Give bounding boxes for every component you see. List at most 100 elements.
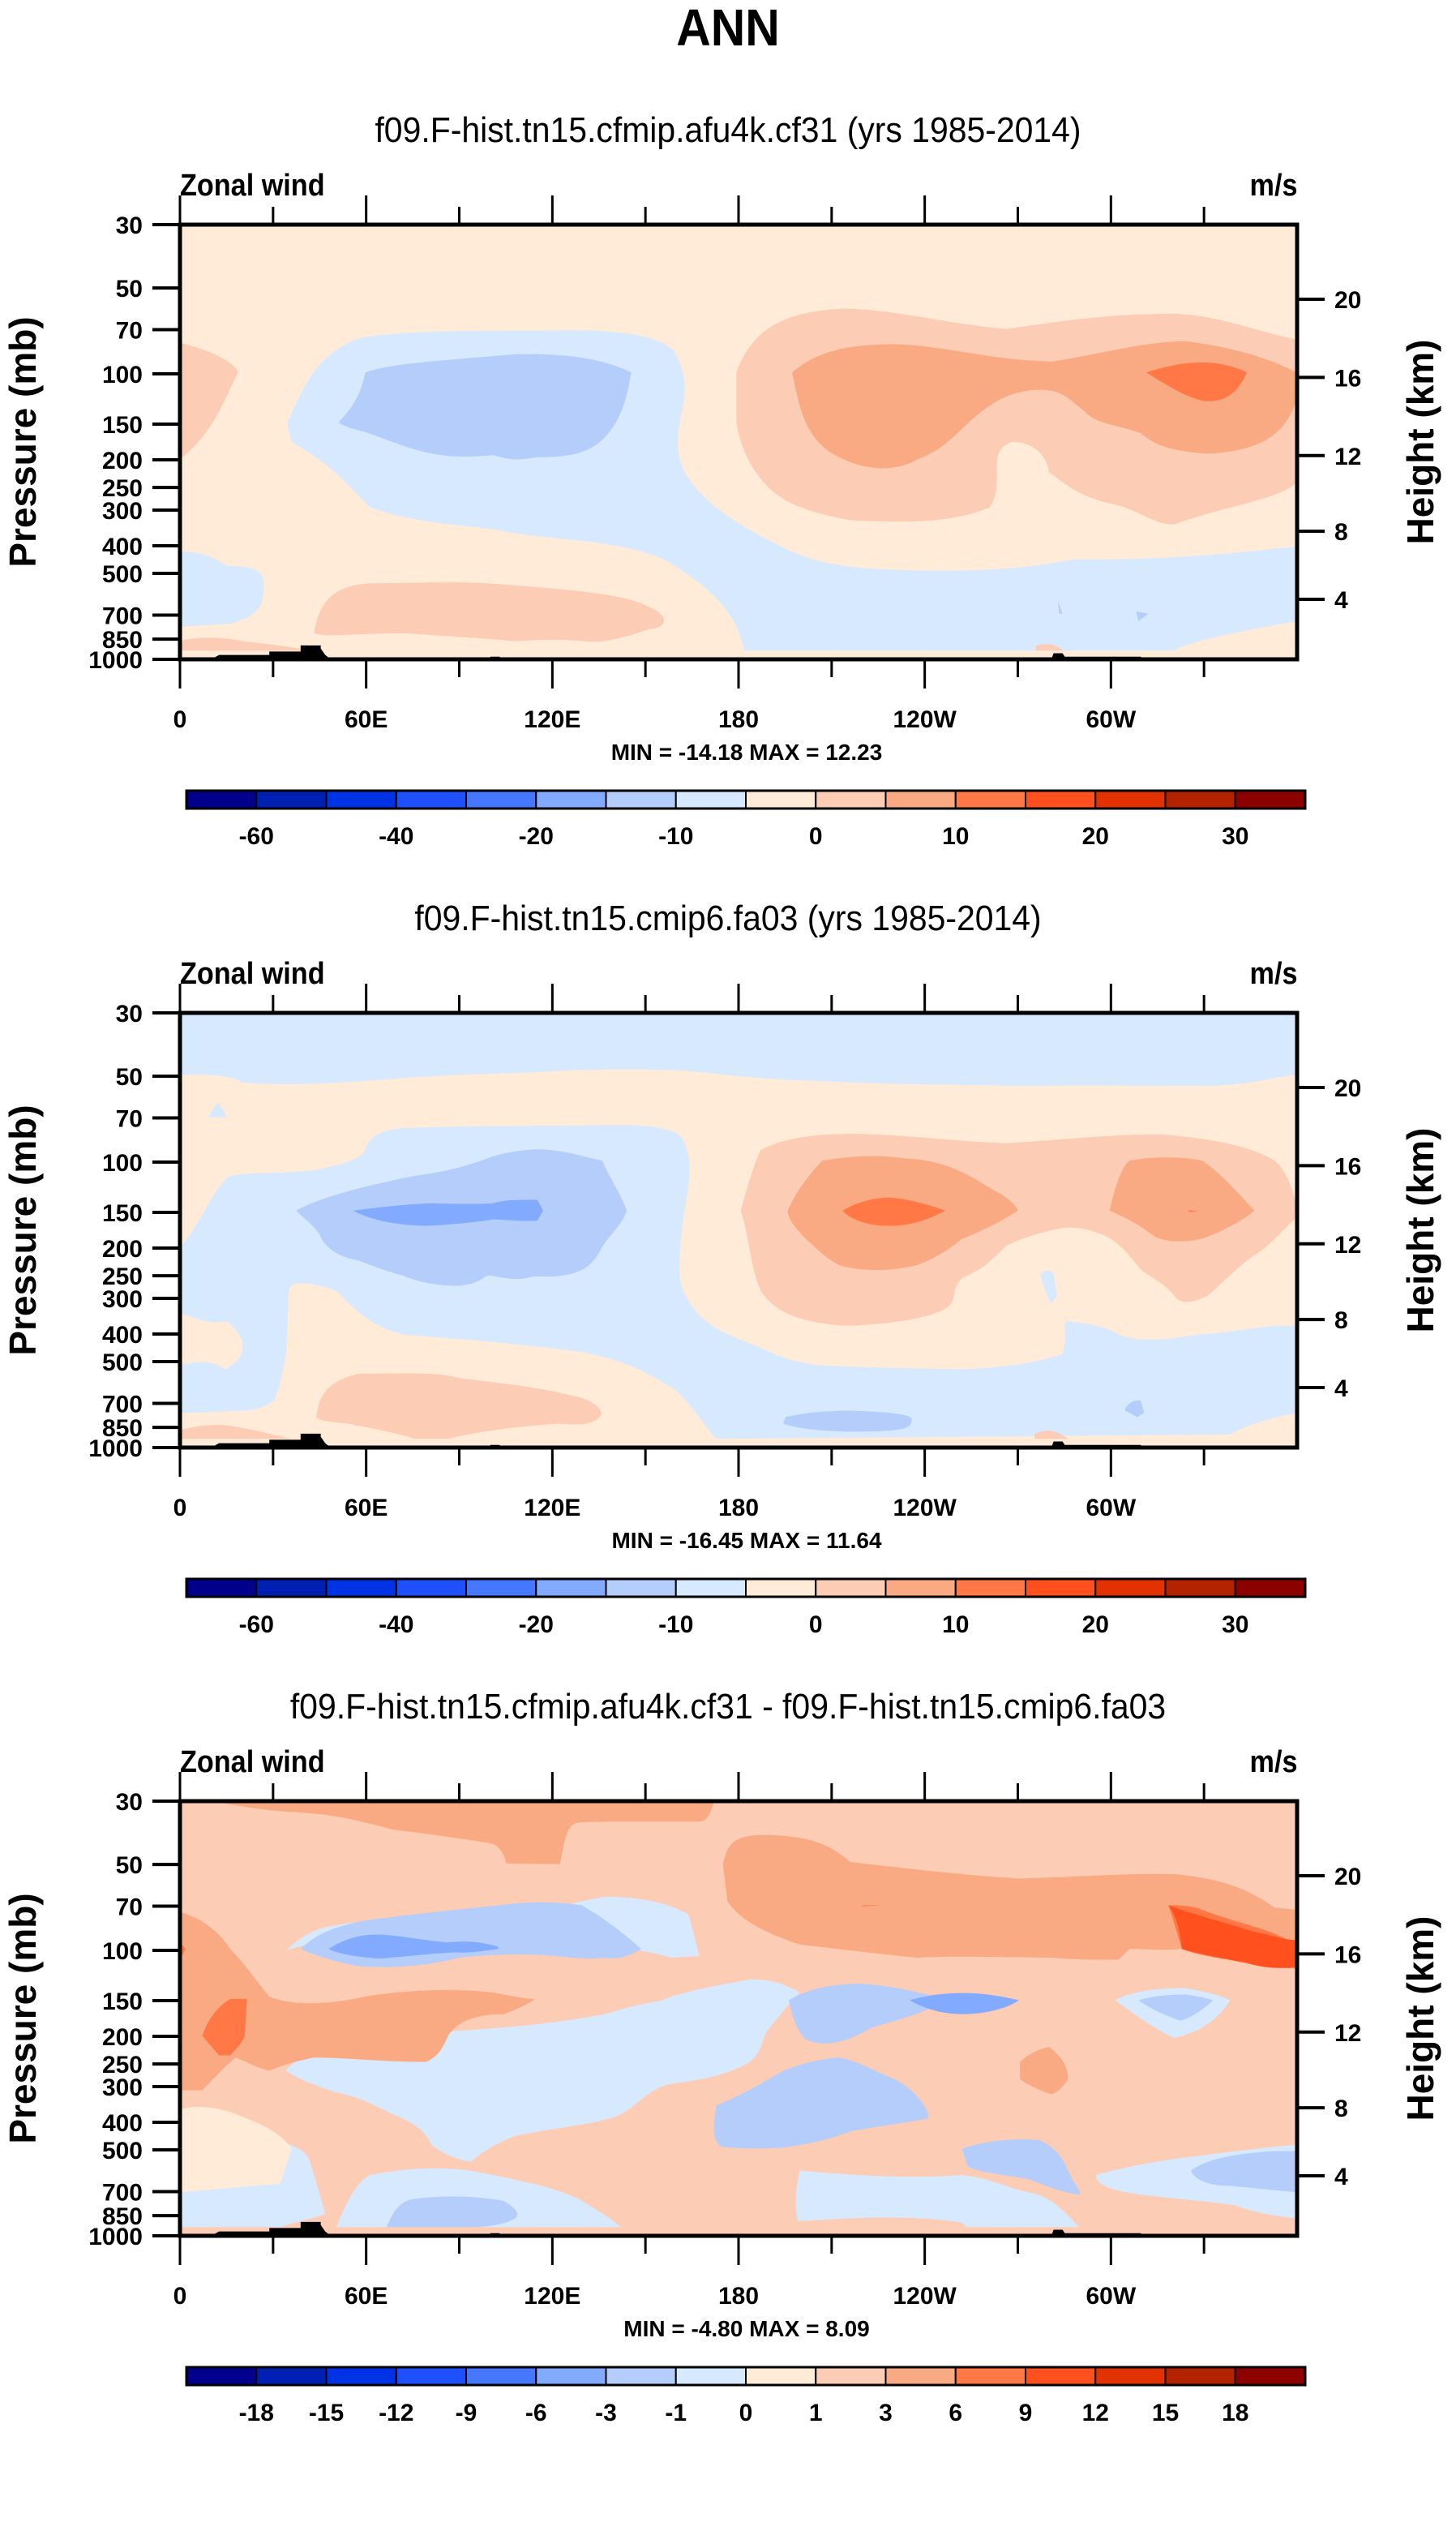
x-tick-label: 120E bbox=[524, 2283, 580, 2310]
colorbar-box bbox=[954, 2366, 1026, 2386]
colorbar-label: 10 bbox=[942, 823, 969, 850]
contour-region bbox=[213, 1801, 714, 1864]
colorbar-label: -18 bbox=[239, 2400, 274, 2426]
colorbar-box bbox=[674, 790, 747, 809]
contour-region bbox=[861, 1905, 884, 1907]
y-tick-label: 700 bbox=[102, 603, 143, 629]
y-tick-label: 300 bbox=[102, 498, 143, 525]
y-tick-label: 1000 bbox=[88, 2224, 143, 2250]
colorbar-box bbox=[325, 1578, 397, 1598]
colorbar-label: 15 bbox=[1152, 2400, 1179, 2426]
x-tick-label: 120E bbox=[524, 706, 580, 733]
contour-field bbox=[180, 1013, 1297, 1448]
colorbar-label: -10 bbox=[658, 1611, 693, 1638]
colorbar-box bbox=[1025, 1578, 1097, 1598]
contour-region bbox=[1040, 1270, 1057, 1305]
y-tick-label: 500 bbox=[102, 1349, 143, 1376]
colorbar-box bbox=[1234, 1578, 1306, 1598]
contour-field bbox=[180, 225, 1298, 659]
contour-region bbox=[1124, 1400, 1145, 1418]
colorbar-box bbox=[255, 2366, 328, 2386]
contour-region bbox=[180, 1911, 536, 2091]
height-tick-label: 4 bbox=[1334, 1375, 1348, 1402]
colorbar-box bbox=[884, 1578, 957, 1598]
contour-region bbox=[1034, 1431, 1068, 1439]
y-tick-label: 70 bbox=[116, 1894, 143, 1921]
height-tick-label: 4 bbox=[1334, 2164, 1348, 2190]
contour-region bbox=[208, 1101, 227, 1118]
x-tick-label: 180 bbox=[718, 2283, 759, 2310]
topography-africa bbox=[211, 1433, 332, 1448]
colorbar-box bbox=[1234, 790, 1306, 809]
height-tick-label: 8 bbox=[1334, 2096, 1348, 2122]
contour-region bbox=[1136, 611, 1149, 621]
contour-region bbox=[842, 1197, 945, 1226]
colorbar-label: 0 bbox=[809, 1611, 823, 1638]
colorbar-box bbox=[465, 790, 537, 809]
contour-region bbox=[795, 2170, 1080, 2228]
y-tick-label: 1000 bbox=[88, 647, 143, 674]
colorbar-label: 20 bbox=[1082, 823, 1109, 850]
contour-plot: 0 60E 120E 180 120W 60W3050701001502002503004… bbox=[2, 195, 1441, 850]
colorbar-label: 18 bbox=[1222, 2400, 1248, 2426]
min-max-label: MIN = -16.45 MAX = 11.64 bbox=[611, 1528, 881, 1553]
x-tick-label: 0 bbox=[173, 1495, 187, 1521]
min-max-label: MIN = -4.80 MAX = 8.09 bbox=[623, 2316, 869, 2341]
x-tick-label: 60E bbox=[345, 1495, 388, 1521]
y-tick-label: 250 bbox=[102, 1263, 143, 1290]
colorbar-box bbox=[1094, 790, 1167, 809]
x-tick-label: 120W bbox=[893, 2283, 957, 2310]
colorbar-box bbox=[674, 1578, 747, 1598]
min-max-label: MIN = -14.18 MAX = 12.23 bbox=[611, 740, 883, 765]
colorbar-box bbox=[1164, 790, 1236, 809]
height-tick-label: 8 bbox=[1334, 1307, 1348, 1334]
y-tick-label: 400 bbox=[102, 534, 143, 560]
colorbar-box bbox=[395, 1578, 467, 1598]
colorbar-label: -12 bbox=[379, 2400, 413, 2426]
variable-label: Zonal wind bbox=[180, 1745, 325, 1779]
height-tick-label: 20 bbox=[1334, 1075, 1361, 1102]
y-tick-label: 250 bbox=[102, 2052, 143, 2078]
figure-title: ANN bbox=[676, 0, 780, 57]
colorbar-box bbox=[535, 2366, 607, 2386]
colorbar-label: 9 bbox=[1019, 2400, 1033, 2426]
colorbar-label: -40 bbox=[379, 1611, 413, 1638]
colorbar-frame bbox=[185, 1577, 1307, 1598]
contour-region bbox=[353, 1199, 543, 1226]
x-tick-label: 60E bbox=[345, 706, 388, 733]
height-tick-label: 16 bbox=[1334, 365, 1361, 392]
units-label: m/s bbox=[1249, 957, 1297, 991]
colorbar-box bbox=[745, 1578, 817, 1598]
colorbar-box bbox=[884, 2366, 957, 2386]
y-tick-label: 100 bbox=[102, 1938, 143, 1965]
colorbar-box bbox=[325, 790, 397, 809]
contour-region bbox=[909, 1993, 1019, 2014]
units-label: m/s bbox=[1249, 1745, 1297, 1779]
colorbar-label: -20 bbox=[519, 1611, 554, 1638]
y-tick-label: 300 bbox=[102, 2074, 143, 2101]
contour-region bbox=[722, 1834, 1297, 1967]
colorbar-label: -6 bbox=[525, 2400, 547, 2426]
contour-region bbox=[180, 1425, 292, 1439]
contour-region bbox=[328, 1934, 499, 1959]
y-tick-label: 150 bbox=[102, 412, 143, 439]
height-tick-label: 20 bbox=[1334, 1864, 1361, 1890]
colorbar-box bbox=[954, 790, 1026, 809]
colorbar-box bbox=[395, 2366, 467, 2386]
colorbar-label: 10 bbox=[942, 1611, 969, 1638]
y-tick-label: 30 bbox=[116, 1789, 143, 1816]
y-tick-label: 30 bbox=[116, 1001, 143, 1027]
colorbar-label: -60 bbox=[239, 823, 274, 850]
colorbar-box bbox=[465, 2366, 537, 2386]
x-tick-label: 60E bbox=[345, 2283, 388, 2310]
x-tick-label: 60W bbox=[1086, 706, 1136, 733]
contour-region bbox=[180, 551, 264, 627]
colorbar-box bbox=[605, 2366, 677, 2386]
height-tick-label: 16 bbox=[1334, 1153, 1361, 1180]
y-tick-label: 500 bbox=[102, 2138, 143, 2164]
colorbar-box bbox=[186, 1578, 258, 1598]
colorbar-frame bbox=[185, 2366, 1307, 2387]
contour-region bbox=[961, 2139, 1081, 2195]
panel-title: f09.F-hist.tn15.cmip6.fa03 (yrs 1985-201… bbox=[414, 899, 1042, 938]
colorbar-box bbox=[186, 2366, 258, 2386]
